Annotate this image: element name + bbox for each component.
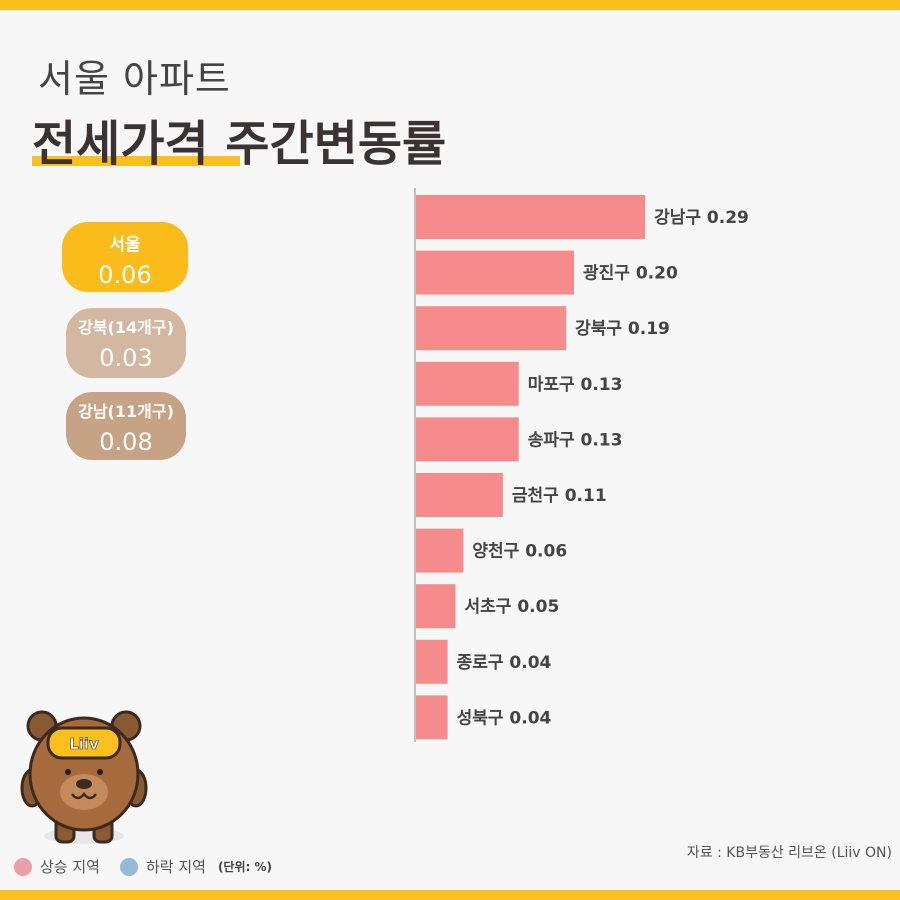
bar-2 — [416, 250, 574, 295]
bar-label-8: 서초구 0.05 — [465, 597, 560, 617]
summary-seoul-value: 0.06 — [98, 261, 152, 289]
legend-down-label: 하락 지역 — [145, 858, 206, 876]
bar-9 — [416, 639, 448, 684]
bar-4 — [416, 361, 519, 406]
summary-south-value: 0.08 — [99, 428, 153, 456]
bar-label-4: 마포구 0.13 — [528, 375, 623, 395]
bar-label-6: 금천구 0.11 — [512, 486, 607, 506]
title-block: 전세가격 주간변동률 — [32, 104, 446, 174]
bar-1 — [416, 195, 646, 239]
bar-label-1: 강남구 0.29 — [654, 208, 749, 228]
bear-mascot-icon: Liiv — [20, 710, 148, 844]
bar-label-2: 광진구 0.20 — [583, 264, 678, 284]
summary-seoul-badge: 서울 0.06 — [62, 222, 188, 292]
bar-label-7: 양천구 0.06 — [472, 542, 567, 562]
legend-up-dot-icon — [14, 857, 32, 876]
summary-seoul-label: 서울 — [109, 235, 141, 255]
bar-label-3: 강북구 0.19 — [575, 319, 670, 339]
chart-legend: 상승 지역 하락 지역 (단위: %) — [14, 856, 272, 877]
legend-up-label: 상승 지역 — [40, 858, 100, 876]
bottom-accent-bar — [0, 890, 900, 900]
summary-north-badge: 강북(14개구) 0.03 — [66, 308, 186, 378]
bar-label-10: 성북구 0.04 — [457, 708, 552, 728]
summary-north-value: 0.03 — [99, 344, 153, 372]
bar-8 — [416, 584, 456, 629]
bar-label-9: 종로구 0.04 — [457, 653, 552, 673]
bar-3 — [416, 306, 567, 351]
unit-label: (단위: %) — [217, 860, 272, 874]
summary-north-label: 강북(14개구) — [78, 318, 174, 337]
title-underline — [32, 156, 240, 166]
legend-down-dot-icon — [119, 857, 138, 876]
source-note: 자료 : KB부동산 리브온 (Liiv ON) — [686, 845, 892, 861]
title-subtitle: 서울 아파트 — [38, 57, 231, 101]
summary-south-badge: 강남(11개구) 0.08 — [66, 392, 186, 460]
top-accent-bar — [0, 0, 900, 10]
bar-7 — [416, 528, 464, 573]
bar-5 — [416, 417, 519, 462]
bar-10 — [416, 695, 448, 740]
summary-south-label: 강남(11개구) — [78, 402, 174, 421]
page-title: 전세가격 주간변동률 — [32, 116, 447, 172]
bar-label-5: 송파구 0.13 — [528, 430, 623, 450]
svg-text:Liiv: Liiv — [69, 735, 99, 753]
bar-6 — [416, 473, 503, 517]
